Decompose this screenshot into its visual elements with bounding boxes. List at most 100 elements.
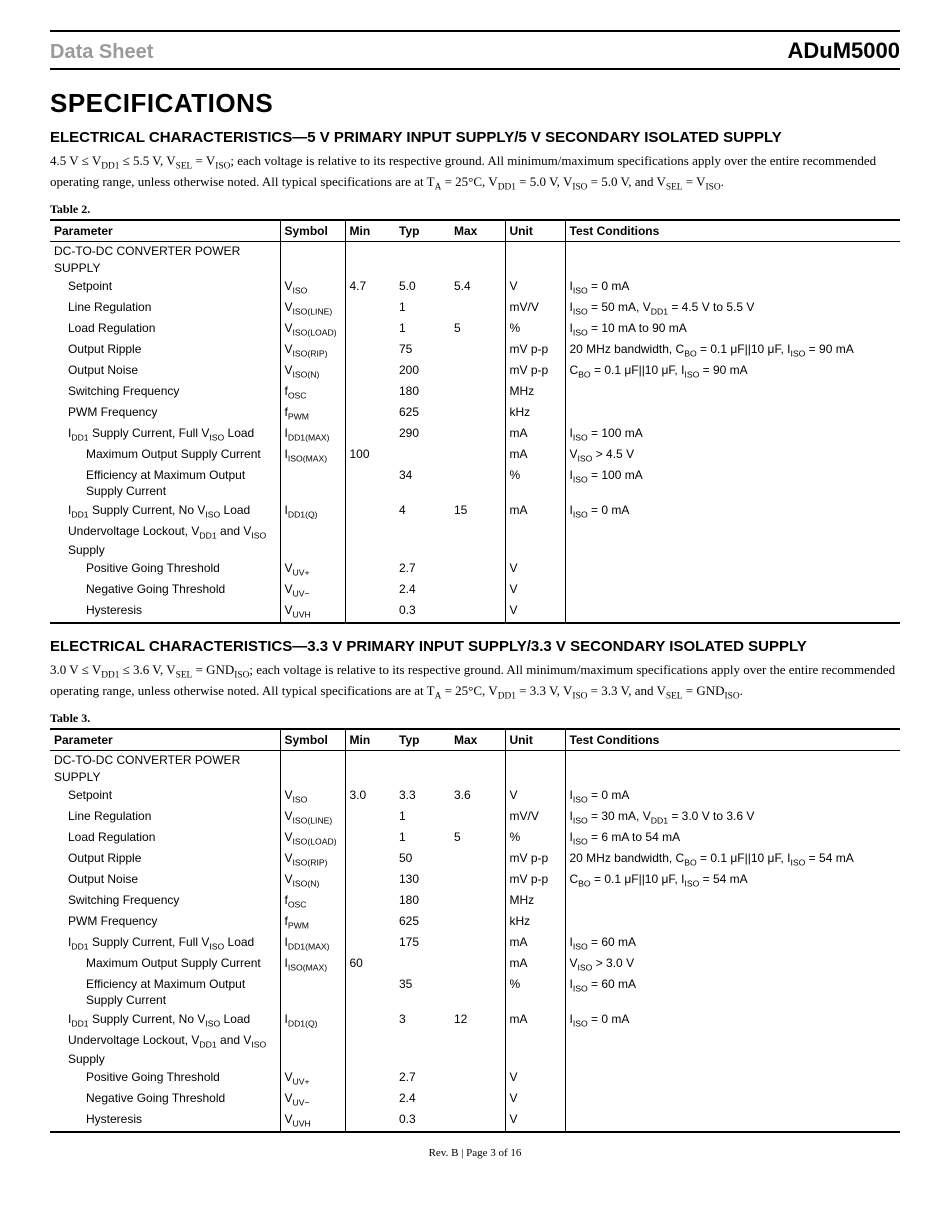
col-header: Parameter	[50, 729, 280, 751]
cell	[345, 361, 395, 382]
cell: fOSC	[280, 382, 345, 403]
section-intro: 4.5 V ≤ VDD1 ≤ 5.5 V, VSEL = VISO; each …	[50, 152, 900, 194]
cell: IISO = 100 mA	[565, 424, 900, 445]
cell: Hysteresis	[50, 1110, 280, 1132]
table-row: HysteresisVUVH0.3V	[50, 1110, 900, 1132]
cell	[565, 1110, 900, 1132]
cell	[280, 522, 345, 559]
cell: kHz	[505, 912, 565, 933]
cell	[345, 424, 395, 445]
cell: fOSC	[280, 891, 345, 912]
cell: 3.6	[450, 786, 505, 807]
cell: 130	[395, 870, 450, 891]
cell: fPWM	[280, 912, 345, 933]
cell	[450, 601, 505, 623]
cell	[345, 1089, 395, 1110]
col-header: Test Conditions	[565, 220, 900, 242]
cell: mV p-p	[505, 340, 565, 361]
cell: Output Noise	[50, 361, 280, 382]
cell: mV/V	[505, 807, 565, 828]
cell	[450, 403, 505, 424]
cell	[345, 891, 395, 912]
table-row: Output NoiseVISO(N)200mV p-pCBO = 0.1 μF…	[50, 361, 900, 382]
table-label: Table 3.	[50, 711, 900, 726]
cell: 50	[395, 849, 450, 870]
cell: 5	[450, 319, 505, 340]
cell: fPWM	[280, 403, 345, 424]
cell: IISO(MAX)	[280, 954, 345, 975]
cell: V	[505, 1068, 565, 1089]
cell: MHz	[505, 891, 565, 912]
cell: 75	[395, 340, 450, 361]
cell: %	[505, 319, 565, 340]
table-row: Output NoiseVISO(N)130mV p-pCBO = 0.1 μF…	[50, 870, 900, 891]
cell	[505, 1031, 565, 1068]
cell: VISO(LOAD)	[280, 828, 345, 849]
cell	[345, 319, 395, 340]
cell	[395, 242, 450, 277]
top-rule	[50, 30, 900, 32]
cell	[450, 424, 505, 445]
table-row: Line RegulationVISO(LINE)1mV/VIISO = 50 …	[50, 298, 900, 319]
cell: IDD1(Q)	[280, 501, 345, 522]
cell: Output Ripple	[50, 340, 280, 361]
cell: PWM Frequency	[50, 912, 280, 933]
cell	[505, 751, 565, 786]
cell: IDD1(Q)	[280, 1010, 345, 1031]
cell	[345, 501, 395, 522]
col-header: Typ	[395, 729, 450, 751]
section-heading: ELECTRICAL CHARACTERISTICS—5 V PRIMARY I…	[50, 129, 900, 146]
cell: 20 MHz bandwidth, CBO = 0.1 μF||10 μF, I…	[565, 340, 900, 361]
cell: Maximum Output Supply Current	[50, 954, 280, 975]
cell: 34	[395, 466, 450, 500]
cell: Setpoint	[50, 786, 280, 807]
table-row: HysteresisVUVH0.3V	[50, 601, 900, 623]
cell: Line Regulation	[50, 807, 280, 828]
cell: 0.3	[395, 601, 450, 623]
header-left: Data Sheet	[50, 41, 153, 64]
cell: IDD1(MAX)	[280, 424, 345, 445]
cell: 1	[395, 319, 450, 340]
cell	[345, 580, 395, 601]
cell: 35	[395, 975, 450, 1009]
cell	[565, 580, 900, 601]
cell	[345, 912, 395, 933]
cell	[565, 559, 900, 580]
col-header: Test Conditions	[565, 729, 900, 751]
cell: VUV−	[280, 1089, 345, 1110]
cell: IISO = 50 mA, VDD1 = 4.5 V to 5.5 V	[565, 298, 900, 319]
cell	[450, 1110, 505, 1132]
cell	[565, 242, 900, 277]
cell: Setpoint	[50, 277, 280, 298]
cell: 4.7	[345, 277, 395, 298]
cell	[280, 242, 345, 277]
cell	[280, 1031, 345, 1068]
sections-container: ELECTRICAL CHARACTERISTICS—5 V PRIMARY I…	[50, 129, 900, 1133]
cell: V	[505, 786, 565, 807]
cell	[450, 1068, 505, 1089]
cell: IISO = 60 mA	[565, 975, 900, 1009]
cell: 625	[395, 403, 450, 424]
col-header: Symbol	[280, 220, 345, 242]
cell	[450, 466, 505, 500]
page-title: SPECIFICATIONS	[50, 88, 900, 119]
table-row: Positive Going ThresholdVUV+2.7V	[50, 1068, 900, 1089]
cell: 2.4	[395, 580, 450, 601]
cell: Switching Frequency	[50, 891, 280, 912]
page-footer: Rev. B | Page 3 of 16	[50, 1147, 900, 1159]
table-row: Switching FrequencyfOSC180MHz	[50, 382, 900, 403]
cell	[345, 933, 395, 954]
cell: Maximum Output Supply Current	[50, 445, 280, 466]
cell	[395, 445, 450, 466]
cell: 5.4	[450, 277, 505, 298]
cell	[345, 1010, 395, 1031]
cell	[345, 559, 395, 580]
cell	[565, 522, 900, 559]
cell: IISO = 6 mA to 54 mA	[565, 828, 900, 849]
cell: kHz	[505, 403, 565, 424]
cell	[450, 242, 505, 277]
cell	[450, 361, 505, 382]
cell	[345, 1110, 395, 1132]
cell	[450, 954, 505, 975]
cell: IISO = 0 mA	[565, 786, 900, 807]
